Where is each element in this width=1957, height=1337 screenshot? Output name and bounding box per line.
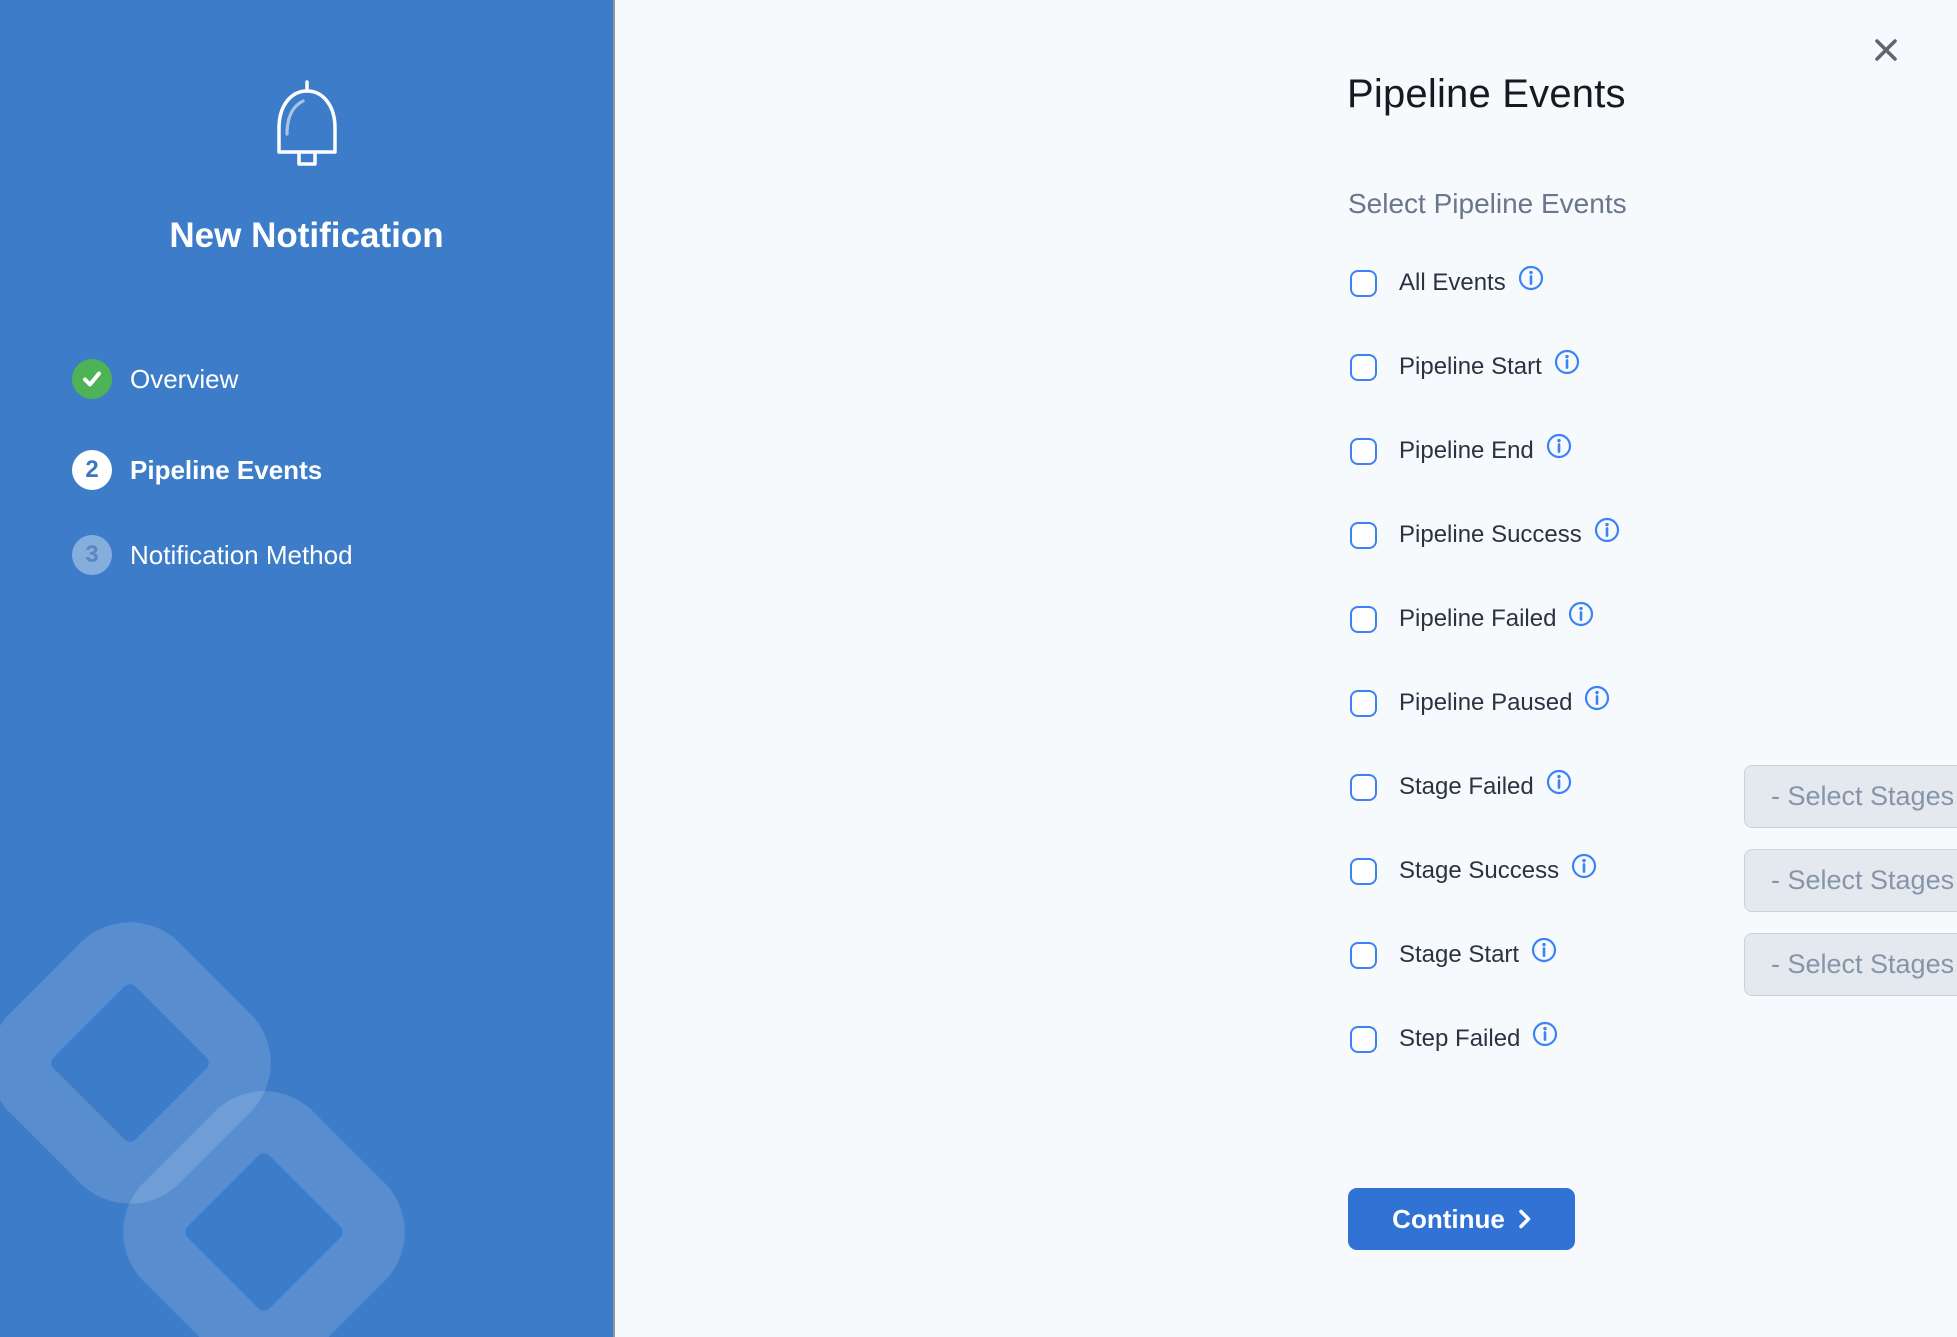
event-label: Pipeline Success [1399, 521, 1582, 548]
event-label: Pipeline Failed [1399, 605, 1557, 632]
event-row: Stage Start - Select Stages - [1350, 913, 1957, 997]
event-row: Pipeline Success [1350, 493, 1957, 577]
event-checkbox[interactable] [1350, 269, 1377, 297]
info-icon[interactable] [1518, 265, 1544, 291]
close-button[interactable] [1856, 20, 1916, 80]
info-icon[interactable] [1532, 1021, 1558, 1047]
step-number-badge: 3 [72, 535, 112, 575]
event-row: Stage Failed - Select Stages - [1350, 745, 1957, 829]
step-label: Pipeline Events [130, 454, 323, 485]
event-row: Step Failed [1350, 997, 1957, 1081]
event-row: Stage Success - Select Stages - [1350, 829, 1957, 913]
info-icon[interactable] [1531, 937, 1557, 963]
event-checkbox[interactable] [1350, 773, 1377, 801]
event-checkbox[interactable] [1350, 437, 1377, 465]
wizard-title: New Notification [169, 216, 444, 255]
sidebar-step-overview[interactable]: Overview [72, 359, 238, 399]
info-icon[interactable] [1571, 853, 1597, 879]
event-label: All Events [1399, 269, 1506, 296]
sidebar-step-notification-method[interactable]: 3 Notification Method [72, 535, 353, 575]
event-row: Pipeline Start [1350, 325, 1957, 409]
stage-select-dropdown[interactable]: - Select Stages - [1744, 849, 1957, 912]
close-icon [1875, 39, 1897, 61]
step-label: Overview [130, 363, 239, 394]
event-checkbox[interactable] [1350, 941, 1377, 969]
stage-select-placeholder: - Select Stages - [1771, 949, 1957, 979]
event-label: Stage Start [1399, 941, 1520, 968]
sidebar-step-pipeline-events[interactable]: 2 Pipeline Events [72, 450, 322, 490]
event-label: Pipeline Paused [1399, 689, 1573, 716]
event-checkbox[interactable] [1350, 605, 1377, 633]
page-title: Pipeline Events [1347, 72, 1626, 116]
sidebar: New Notification Overview 2 Pipeline Eve… [0, 0, 615, 1337]
bell-icon [277, 80, 337, 166]
event-row: All Events [1350, 241, 1957, 325]
continue-label: Continue [1392, 1203, 1505, 1234]
step-label: Notification Method [130, 539, 353, 570]
stage-select-placeholder: - Select Stages - [1771, 781, 1957, 811]
stage-select-dropdown[interactable]: - Select Stages - [1744, 765, 1957, 828]
info-icon[interactable] [1568, 601, 1594, 627]
event-checkbox[interactable] [1350, 857, 1377, 885]
info-icon[interactable] [1594, 517, 1620, 543]
event-row: Pipeline Paused [1350, 661, 1957, 745]
stage-select-placeholder: - Select Stages - [1771, 865, 1957, 895]
event-row: Pipeline Failed [1350, 577, 1957, 661]
info-icon[interactable] [1584, 685, 1610, 711]
event-row: Pipeline End [1350, 409, 1957, 493]
event-checkbox[interactable] [1350, 689, 1377, 717]
info-icon[interactable] [1546, 433, 1572, 459]
event-label: Pipeline End [1399, 437, 1534, 464]
step-number-badge: 2 [72, 450, 112, 490]
event-label: Stage Success [1399, 857, 1560, 884]
event-label: Stage Failed [1399, 773, 1534, 800]
event-checkbox[interactable] [1350, 1025, 1377, 1053]
page-subtitle: Select Pipeline Events [1348, 188, 1627, 219]
info-icon[interactable] [1554, 349, 1580, 375]
stage-select-dropdown[interactable]: - Select Stages - [1744, 933, 1957, 996]
event-checkbox[interactable] [1350, 353, 1377, 381]
check-icon [83, 371, 101, 387]
event-label: Step Failed [1399, 1025, 1521, 1052]
continue-button[interactable]: Continue [1348, 1188, 1575, 1250]
event-checkbox[interactable] [1350, 521, 1377, 549]
event-list: All Events Pipeline Start Pipeline End [1350, 241, 1957, 1081]
chevron-right-icon [1519, 1209, 1531, 1229]
event-label: Pipeline Start [1399, 353, 1542, 380]
pipeline-events-panel: Pipeline Events Select Pipeline Events A… [617, 0, 1957, 1337]
step-done-badge [72, 359, 112, 399]
info-icon[interactable] [1546, 769, 1572, 795]
